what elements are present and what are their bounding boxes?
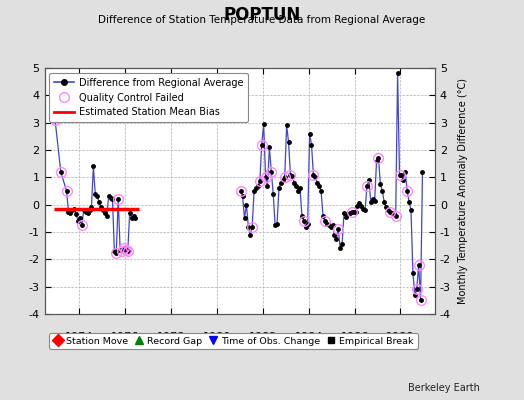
Text: Berkeley Earth: Berkeley Earth <box>408 383 479 393</box>
Text: 1986: 1986 <box>341 332 369 342</box>
Text: POPTUN: POPTUN <box>223 6 301 24</box>
Text: 1984: 1984 <box>294 332 323 342</box>
Legend: Difference from Regional Average, Quality Control Failed, Estimated Station Mean: Difference from Regional Average, Qualit… <box>49 73 248 122</box>
Text: 1978: 1978 <box>157 332 185 342</box>
Text: 1974: 1974 <box>65 332 93 342</box>
Text: 1982: 1982 <box>248 332 277 342</box>
Text: Difference of Station Temperature Data from Regional Average: Difference of Station Temperature Data f… <box>99 15 425 25</box>
Legend: Station Move, Record Gap, Time of Obs. Change, Empirical Break: Station Move, Record Gap, Time of Obs. C… <box>49 333 418 349</box>
Text: 1976: 1976 <box>111 332 139 342</box>
Text: 1980: 1980 <box>203 332 231 342</box>
Text: 1988: 1988 <box>386 332 414 342</box>
Y-axis label: Monthly Temperature Anomaly Difference (°C): Monthly Temperature Anomaly Difference (… <box>458 78 468 304</box>
